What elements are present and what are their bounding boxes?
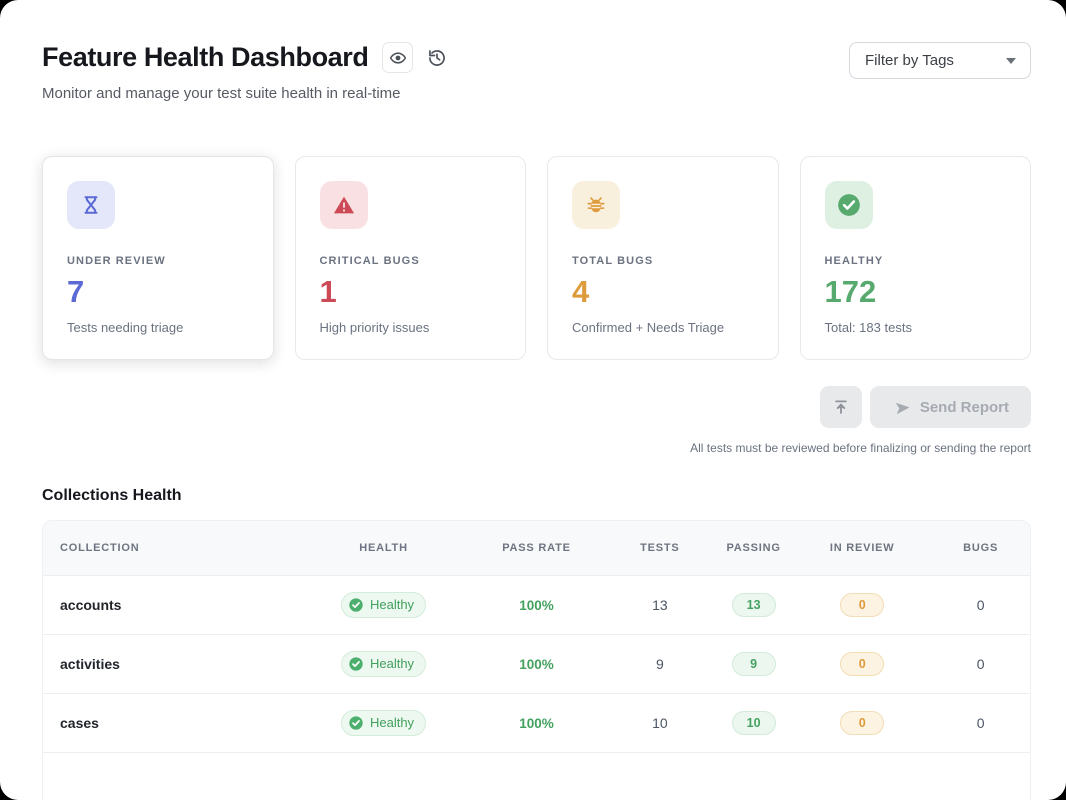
col-header-health: HEALTH <box>299 521 468 575</box>
stat-value: 172 <box>824 274 877 309</box>
pass-rate-cell: 100% <box>519 597 554 613</box>
col-header-passing: PASSING <box>714 521 794 575</box>
in-review-badge: 0 <box>840 651 885 676</box>
stat-label: UNDER REVIEW <box>67 255 166 267</box>
health-label: Healthy <box>369 597 415 612</box>
stat-card-healthy[interactable]: HEALTHY 172 Total: 183 tests <box>799 156 1031 360</box>
stat-value: 1 <box>319 274 337 309</box>
filter-dropdown-label: Filter by Tags <box>865 52 954 69</box>
send-report-label: Send Report <box>919 398 1009 416</box>
collections-health-heading: Collections Health <box>42 487 182 504</box>
check-circle-icon <box>824 181 873 229</box>
history-icon <box>427 48 447 68</box>
col-header-in-review: IN REVIEW <box>793 521 932 575</box>
pass-rate-value: 100% <box>519 597 554 613</box>
collection-name: cases <box>43 692 300 752</box>
table-row[interactable]: activities Healthy 100% 9 9 0 0 <box>43 633 1030 693</box>
stat-sub: High priority issues <box>319 320 430 335</box>
stat-sub: Tests needing triage <box>67 320 184 335</box>
bug-icon <box>572 181 620 229</box>
stat-card-under-review[interactable]: UNDER REVIEW 7 Tests needing triage <box>42 156 274 360</box>
stat-sub: Total: 183 tests <box>824 320 912 335</box>
health-badge: Healthy <box>340 709 427 736</box>
pass-rate-cell: 100% <box>519 656 554 672</box>
stat-card-critical-bugs[interactable]: CRITICAL BUGS 1 High priority issues <box>294 156 526 360</box>
finalize-upload-button[interactable] <box>819 386 862 428</box>
badge-check-icon <box>348 597 364 613</box>
col-header-pass-rate: PASS RATE <box>467 521 606 575</box>
badge-check-icon <box>348 656 364 672</box>
table-row[interactable]: cases Healthy 100% 10 10 0 0 <box>43 692 1030 752</box>
table-row-partial <box>43 751 1030 800</box>
page-subtitle: Monitor and manage your test suite healt… <box>42 85 401 102</box>
tests-count: 9 <box>605 633 715 693</box>
page-title: Feature Health Dashboard <box>42 42 369 72</box>
badge-check-icon <box>348 715 364 731</box>
stat-label: TOTAL BUGS <box>572 255 654 267</box>
chevron-down-icon <box>1006 57 1016 64</box>
hourglass-icon <box>67 181 115 229</box>
in-review-badge: 0 <box>840 710 885 735</box>
tests-count: 10 <box>605 692 715 752</box>
in-review-badge: 0 <box>840 592 885 617</box>
passing-badge: 9 <box>731 651 776 676</box>
bugs-count: 0 <box>931 692 1030 752</box>
collections-table: COLLECTION HEALTH PASS RATE TESTS PASSIN… <box>42 520 1031 800</box>
stat-label: CRITICAL BUGS <box>319 255 420 267</box>
table-row[interactable]: accounts Healthy 100% 13 13 0 0 <box>43 574 1030 634</box>
collections-table-body: accounts Healthy 100% 13 13 0 0 activiti… <box>43 574 1030 800</box>
report-actions: Send Report <box>42 386 1031 428</box>
upload-icon <box>832 398 850 416</box>
header: Feature Health Dashboard Monitor and man… <box>42 42 1031 102</box>
stat-sub: Confirmed + Needs Triage <box>572 320 725 335</box>
table-header-row: COLLECTION HEALTH PASS RATE TESTS PASSIN… <box>43 521 1030 575</box>
review-note: All tests must be reviewed before finali… <box>690 441 1031 455</box>
pass-rate-cell: 100% <box>519 715 554 731</box>
collection-name: accounts <box>43 574 300 634</box>
tests-count: 13 <box>605 574 715 634</box>
stat-value: 4 <box>572 274 590 309</box>
stat-value: 7 <box>67 274 85 309</box>
bugs-count: 0 <box>931 633 1030 693</box>
health-label: Healthy <box>369 715 415 730</box>
history-button[interactable] <box>427 48 447 68</box>
collection-name: activities <box>43 633 300 693</box>
warning-triangle-icon <box>319 181 368 229</box>
health-badge: Healthy <box>340 650 427 677</box>
col-header-bugs: BUGS <box>931 521 1030 575</box>
pass-rate-value: 100% <box>519 715 554 731</box>
send-icon <box>892 398 910 416</box>
eye-icon <box>389 49 407 67</box>
col-header-tests: TESTS <box>605 521 715 575</box>
send-report-button[interactable]: Send Report <box>869 386 1031 428</box>
stat-cards: UNDER REVIEW 7 Tests needing triage CRIT… <box>42 156 1031 360</box>
filter-by-tags-dropdown[interactable]: Filter by Tags <box>849 42 1031 79</box>
passing-badge: 10 <box>731 710 776 735</box>
visibility-toggle-button[interactable] <box>382 42 414 73</box>
col-header-collection: COLLECTION <box>43 521 300 575</box>
health-label: Healthy <box>369 656 415 671</box>
bugs-count: 0 <box>931 574 1030 634</box>
stat-card-total-bugs[interactable]: TOTAL BUGS 4 Confirmed + Needs Triage <box>547 156 779 360</box>
health-badge: Healthy <box>340 591 427 618</box>
passing-badge: 13 <box>731 592 776 617</box>
stat-label: HEALTHY <box>824 255 884 267</box>
pass-rate-value: 100% <box>519 656 554 672</box>
